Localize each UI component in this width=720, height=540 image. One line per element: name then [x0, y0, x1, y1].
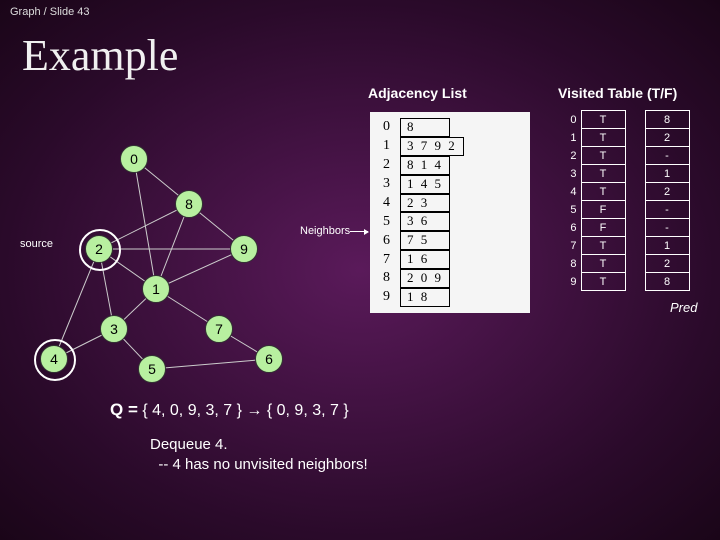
adjacency-list-label: Adjacency List	[368, 85, 467, 101]
adj-row-1: 13 7 9 2	[378, 137, 522, 156]
graph-node-7: 7	[205, 315, 233, 343]
adj-row-9: 91 8	[378, 288, 522, 307]
graph-node-8: 8	[175, 190, 203, 218]
visited-row-8: 8T2	[565, 255, 689, 273]
visited-row-2: 2T-	[565, 147, 689, 165]
visited-row-6: 6F-	[565, 219, 689, 237]
breadcrumb: Graph / Slide 43	[10, 6, 90, 18]
adj-row-4: 42 3	[378, 194, 522, 213]
visited-row-4: 4T2	[565, 183, 689, 201]
graph-node-5: 5	[138, 355, 166, 383]
visited-row-9: 9T8	[565, 273, 689, 291]
graph-node-4: 4	[40, 345, 68, 373]
visited-table-label: Visited Table (T/F)	[558, 85, 677, 101]
adj-row-6: 67 5	[378, 231, 522, 250]
adj-row-7: 71 6	[378, 250, 522, 269]
pred-column-label: Pred	[670, 300, 697, 315]
neighbors-arrow	[350, 231, 368, 232]
visited-row-1: 1T2	[565, 129, 689, 147]
graph-diagram: 0829137456 source	[10, 120, 340, 370]
adjacency-list: 0813 7 9 228 1 431 4 542 353 667 571 682…	[370, 112, 530, 313]
graph-node-3: 3	[100, 315, 128, 343]
visited-row-7: 7T1	[565, 237, 689, 255]
page-title: Example	[22, 30, 178, 81]
dequeue-line-2: -- 4 has no unvisited neighbors!	[150, 455, 368, 475]
graph-node-2: 2	[85, 235, 113, 263]
adj-row-0: 08	[378, 118, 522, 137]
dequeue-line-1: Dequeue 4.	[150, 435, 368, 455]
graph-node-9: 9	[230, 235, 258, 263]
graph-node-0: 0	[120, 145, 148, 173]
visited-table: 0T81T22T-3T14T25F-6F-7T18T29T8	[565, 110, 690, 291]
adj-row-8: 82 0 9	[378, 269, 522, 288]
graph-node-6: 6	[255, 345, 283, 373]
queue-prefix: Q =	[110, 400, 138, 419]
visited-row-3: 3T1	[565, 165, 689, 183]
queue-contents: { 4, 0, 9, 3, 7 } → { 0, 9, 3, 7 }	[142, 402, 348, 419]
dequeue-text: Dequeue 4. -- 4 has no unvisited neighbo…	[150, 435, 368, 476]
source-label: source	[20, 238, 53, 250]
neighbors-label: Neighbors	[300, 225, 350, 237]
adj-row-5: 53 6	[378, 212, 522, 231]
adj-row-2: 28 1 4	[378, 156, 522, 175]
visited-row-0: 0T8	[565, 111, 689, 129]
adj-row-3: 31 4 5	[378, 175, 522, 194]
visited-row-5: 5F-	[565, 201, 689, 219]
graph-node-1: 1	[142, 275, 170, 303]
queue-line: Q = { 4, 0, 9, 3, 7 } → { 0, 9, 3, 7 }	[110, 400, 349, 420]
